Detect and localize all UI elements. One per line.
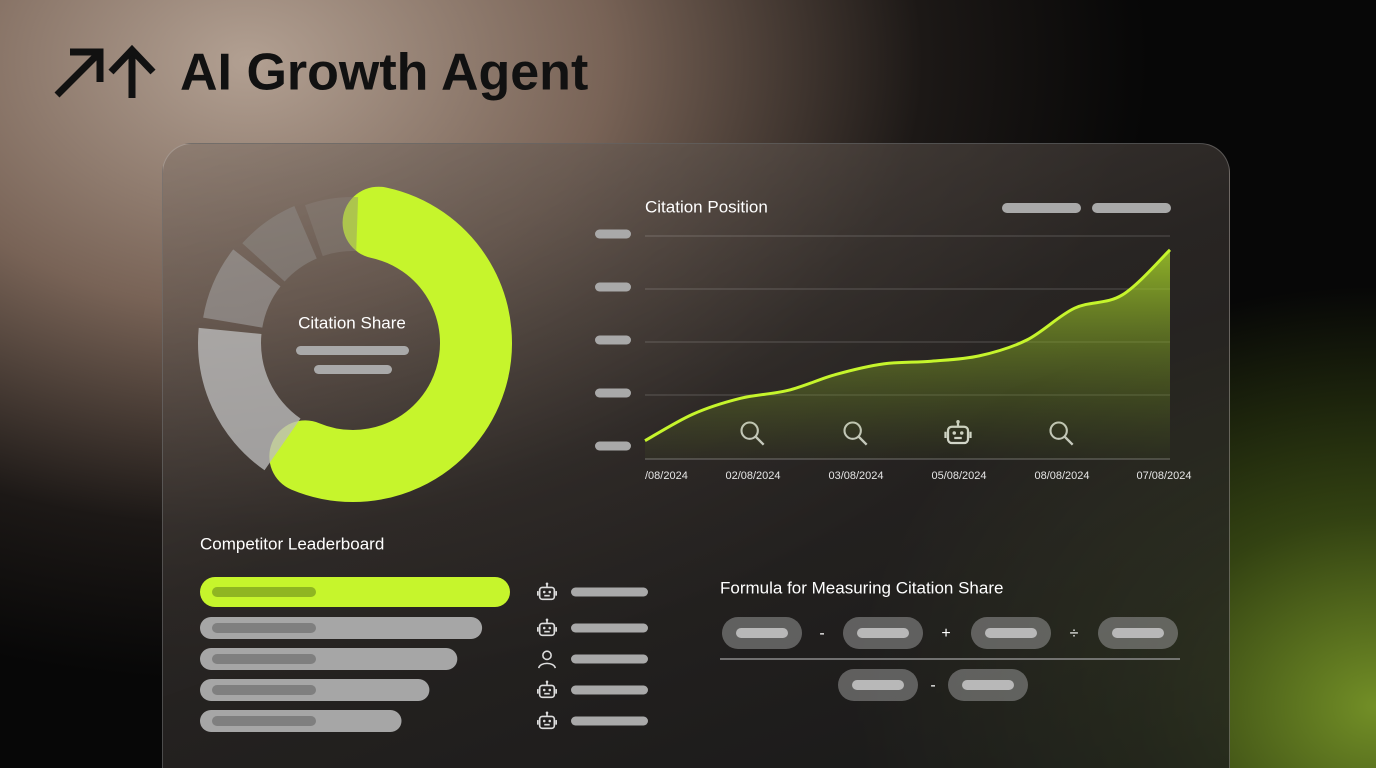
share-arc	[269, 186, 512, 502]
x-tick-label: 03/08/2024	[828, 470, 883, 482]
app-title: AI Growth Agent	[180, 44, 588, 102]
operator: -	[819, 625, 824, 642]
placeholder	[212, 623, 316, 633]
area	[645, 249, 1170, 459]
placeholder	[1112, 628, 1164, 638]
placeholder	[212, 587, 316, 597]
section-title: Competitor Leaderboard	[200, 534, 384, 553]
leaderboard-bar	[200, 617, 483, 639]
operator: -	[930, 677, 935, 694]
share-segment	[203, 249, 281, 328]
share-segment	[304, 197, 359, 257]
placeholder	[852, 680, 904, 690]
x-tick-label: 07/08/2024	[1136, 470, 1191, 482]
placeholder	[571, 587, 648, 597]
placeholder	[212, 685, 316, 695]
legend-placeholder	[1092, 203, 1171, 213]
section-title: Formula for Measuring Citation Share	[720, 578, 1003, 597]
placeholder	[314, 365, 392, 374]
operator: +	[941, 625, 950, 642]
robot-icon	[537, 679, 557, 699]
line	[644, 248, 1172, 443]
placeholder	[571, 716, 648, 726]
donut-title: Citation Share	[298, 313, 406, 332]
placeholder	[571, 685, 648, 695]
placeholder	[296, 346, 409, 355]
x-tick-label: /08/2024	[645, 470, 688, 482]
legend-placeholder	[1002, 203, 1081, 213]
y-placeholder	[595, 282, 631, 292]
person-icon	[537, 650, 557, 669]
leaderboard-bar	[200, 648, 458, 670]
leaderboard-bar	[200, 577, 510, 607]
x-tick-label: 08/08/2024	[1034, 470, 1089, 482]
placeholder	[985, 628, 1037, 638]
robot-icon	[537, 710, 557, 730]
robot-icon	[537, 581, 557, 601]
x-tick-label: 02/08/2024	[725, 470, 780, 482]
placeholder	[736, 628, 788, 638]
placeholder	[857, 628, 909, 638]
chart-title: Citation Position	[645, 197, 768, 216]
placeholder	[212, 654, 316, 664]
y-placeholder	[595, 388, 631, 398]
operator: ÷	[1070, 625, 1079, 642]
y-placeholder	[595, 229, 631, 239]
placeholder	[962, 680, 1014, 690]
x-tick-label: 05/08/2024	[931, 470, 986, 482]
share-segment	[242, 206, 317, 282]
share-segment	[197, 327, 301, 471]
placeholder	[571, 654, 648, 664]
logo-icon	[54, 44, 156, 98]
y-placeholder	[595, 335, 631, 345]
placeholder	[571, 623, 648, 633]
placeholder	[212, 716, 316, 726]
y-placeholder	[595, 441, 631, 451]
robot-icon	[537, 617, 557, 637]
